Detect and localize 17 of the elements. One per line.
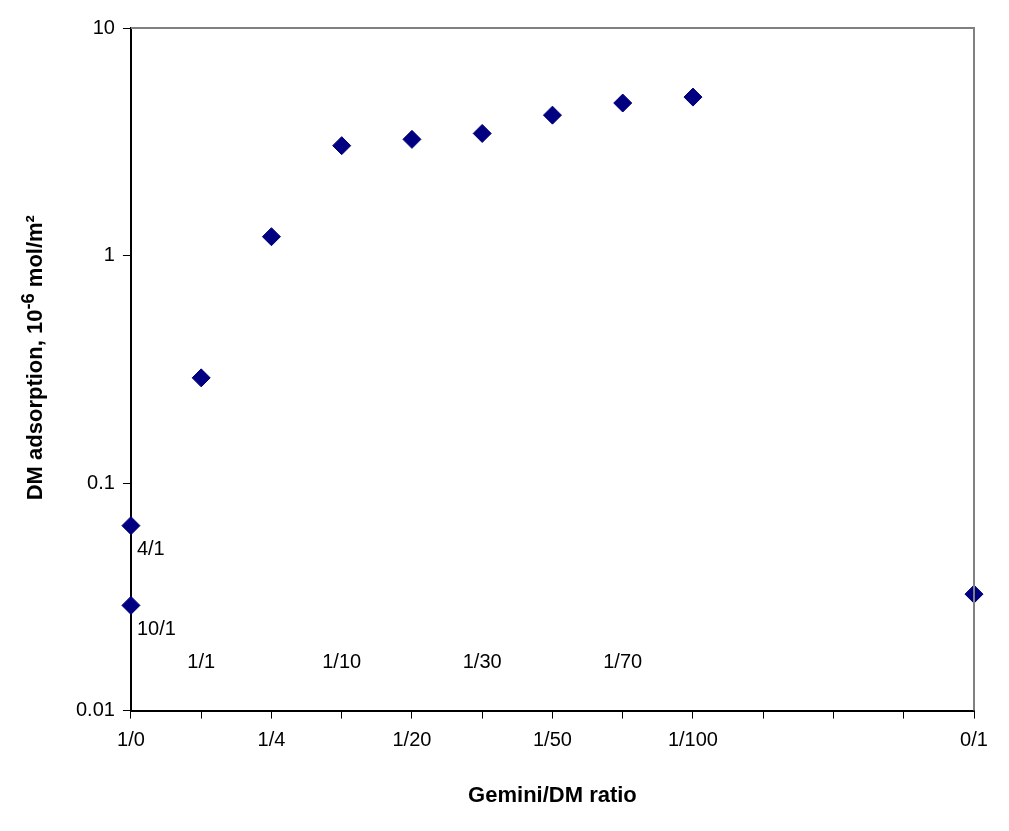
x-tick-label: 1/10 (322, 650, 362, 673)
x-tick-label: 0/1 (960, 728, 988, 751)
x-tick-label: 1/20 (392, 728, 432, 751)
y-tick-label: 10 (92, 15, 115, 38)
y-tick-label: 0.01 (75, 698, 115, 721)
annotation: 4/1 (136, 537, 165, 560)
x-tick-label: 1/50 (532, 728, 572, 751)
x-tick-label: 1/100 (667, 728, 719, 751)
y-tick-label: 1 (103, 243, 115, 266)
x-tick-label: 1/4 (257, 728, 286, 751)
x-tick-label: 1/0 (117, 728, 145, 751)
annotation: 10/1 (136, 616, 176, 639)
x-axis-title: Gemini/DM ratio (468, 781, 637, 807)
x-tick-label: 1/30 (462, 650, 502, 673)
x-tick-label: 1/70 (603, 650, 643, 673)
x-tick-label: 1/1 (187, 650, 216, 673)
y-tick-label: 0.1 (87, 470, 115, 493)
